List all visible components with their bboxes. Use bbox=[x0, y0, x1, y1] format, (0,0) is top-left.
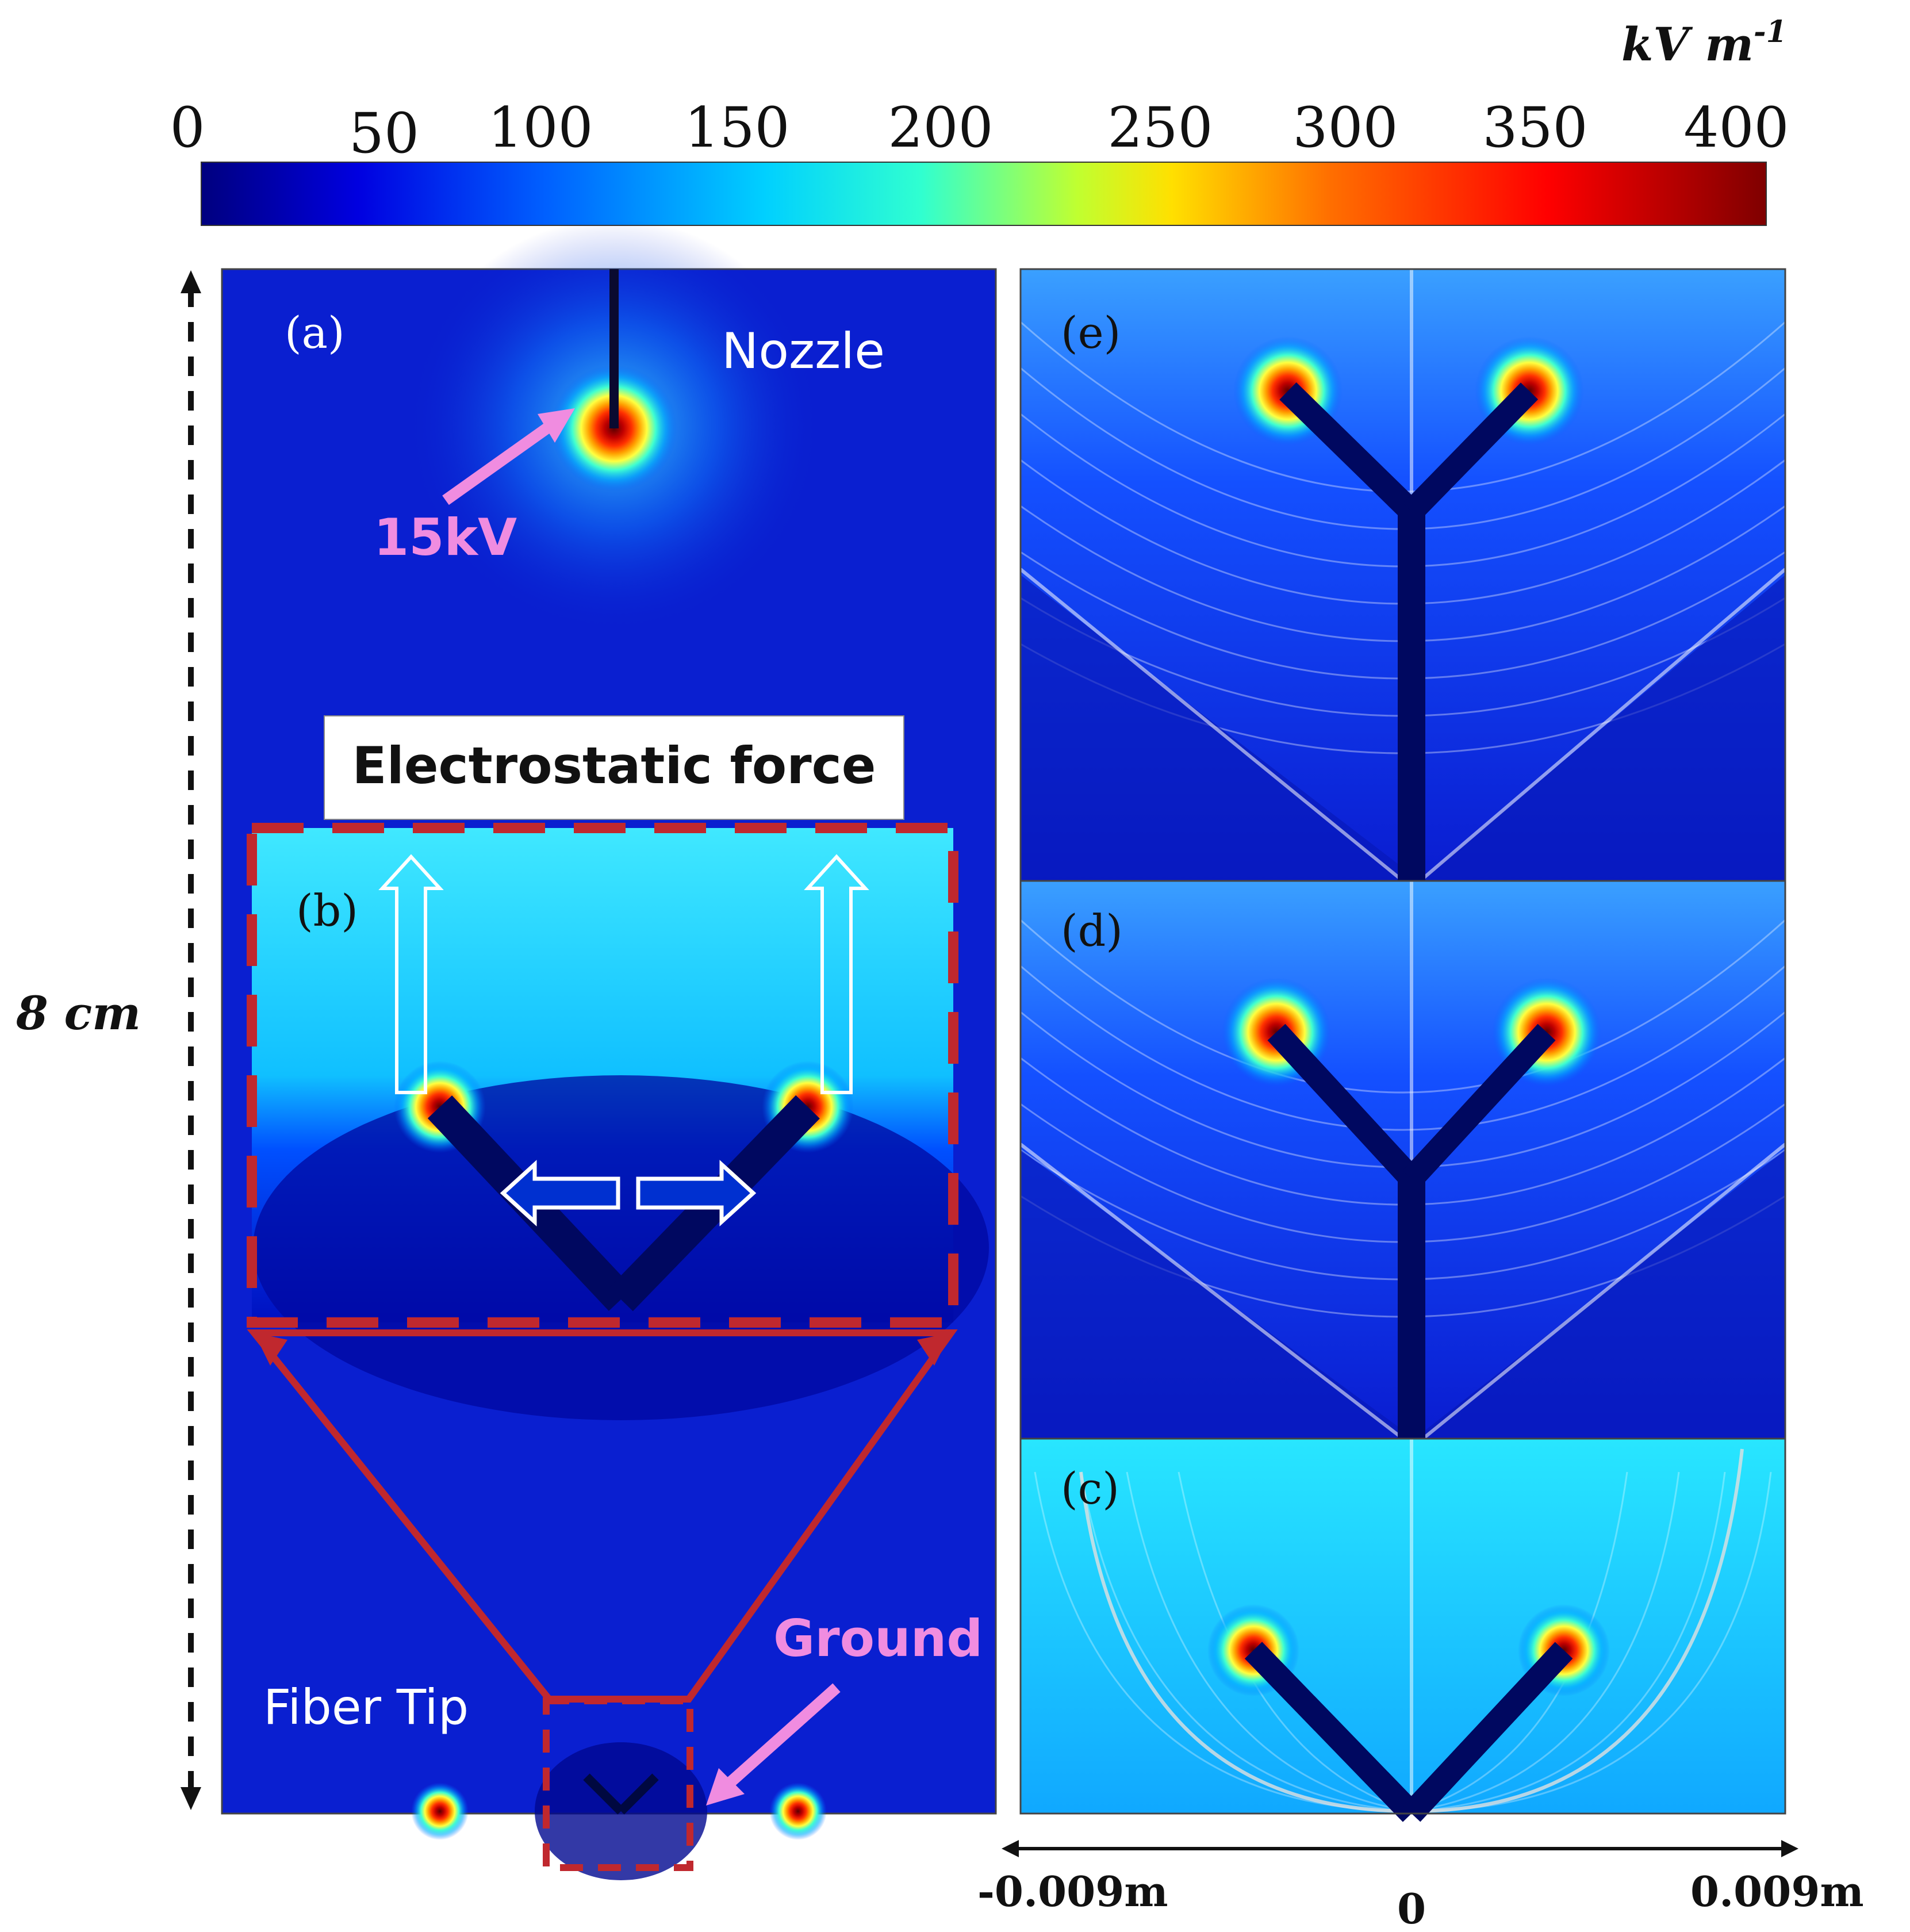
right-arrow-icon bbox=[636, 1160, 757, 1226]
voltage-label: 15kV bbox=[374, 508, 517, 567]
voltage-arrow-icon bbox=[538, 408, 575, 443]
colorbar-tick: 300 bbox=[1292, 95, 1398, 160]
nozzle-label: Nozzle bbox=[722, 323, 885, 380]
scale-label-8cm: 8 cm bbox=[16, 986, 141, 1040]
colorbar-tick: 400 bbox=[1683, 95, 1789, 160]
horizontal-scale: -0.009m 0 0.009m bbox=[977, 1840, 1864, 1932]
colorbar-tick: 200 bbox=[888, 95, 993, 160]
panel-c-label: (c) bbox=[1061, 1463, 1119, 1514]
force-title: Electrostatic force bbox=[352, 736, 876, 795]
panel-a-label: (a) bbox=[285, 307, 345, 358]
colorbar-tick: 250 bbox=[1107, 95, 1213, 160]
left-arrow-icon bbox=[500, 1160, 620, 1226]
panel-e-label: (e) bbox=[1061, 307, 1121, 358]
fiber-tip-label: Fiber Tip bbox=[263, 1679, 469, 1735]
colorbar-tick: 150 bbox=[684, 95, 789, 160]
colorbar-tick: 100 bbox=[488, 95, 593, 160]
ground-arrow-icon bbox=[706, 1768, 745, 1805]
colorbar-unit: kV m-1 bbox=[1621, 14, 1787, 71]
colorbar-tick: 0 bbox=[170, 95, 205, 160]
panel-e: (e) bbox=[1019, 268, 1786, 883]
inset-b-label: (b) bbox=[296, 885, 358, 936]
colorbar-gradient bbox=[201, 162, 1767, 226]
panel-c: (c) bbox=[1019, 1438, 1786, 1822]
colorbar-tick: 350 bbox=[1482, 95, 1587, 160]
x-scale-left: -0.009m bbox=[977, 1867, 1168, 1916]
panel-d-label: (d) bbox=[1061, 905, 1123, 956]
up-arrow-icon bbox=[804, 854, 869, 1094]
panel-a: (a) Nozzle 15kV Electrostatic force (b) bbox=[221, 218, 997, 1880]
force-title-box bbox=[324, 715, 904, 820]
panel-d: (d) bbox=[1019, 880, 1786, 1440]
vertical-scale: 8 cm bbox=[16, 270, 201, 1810]
fiber-tip-zoom-box bbox=[543, 1697, 693, 1871]
x-scale-right: 0.009m bbox=[1690, 1867, 1864, 1916]
up-arrow-icon bbox=[378, 854, 444, 1094]
colorbar-tick: 50 bbox=[349, 101, 419, 166]
ground-label: Ground bbox=[773, 1609, 983, 1668]
colorbar: 0 50 100 150 200 250 300 350 400 kV m-1 bbox=[170, 14, 1789, 226]
x-scale-center: 0 bbox=[1397, 1884, 1426, 1932]
